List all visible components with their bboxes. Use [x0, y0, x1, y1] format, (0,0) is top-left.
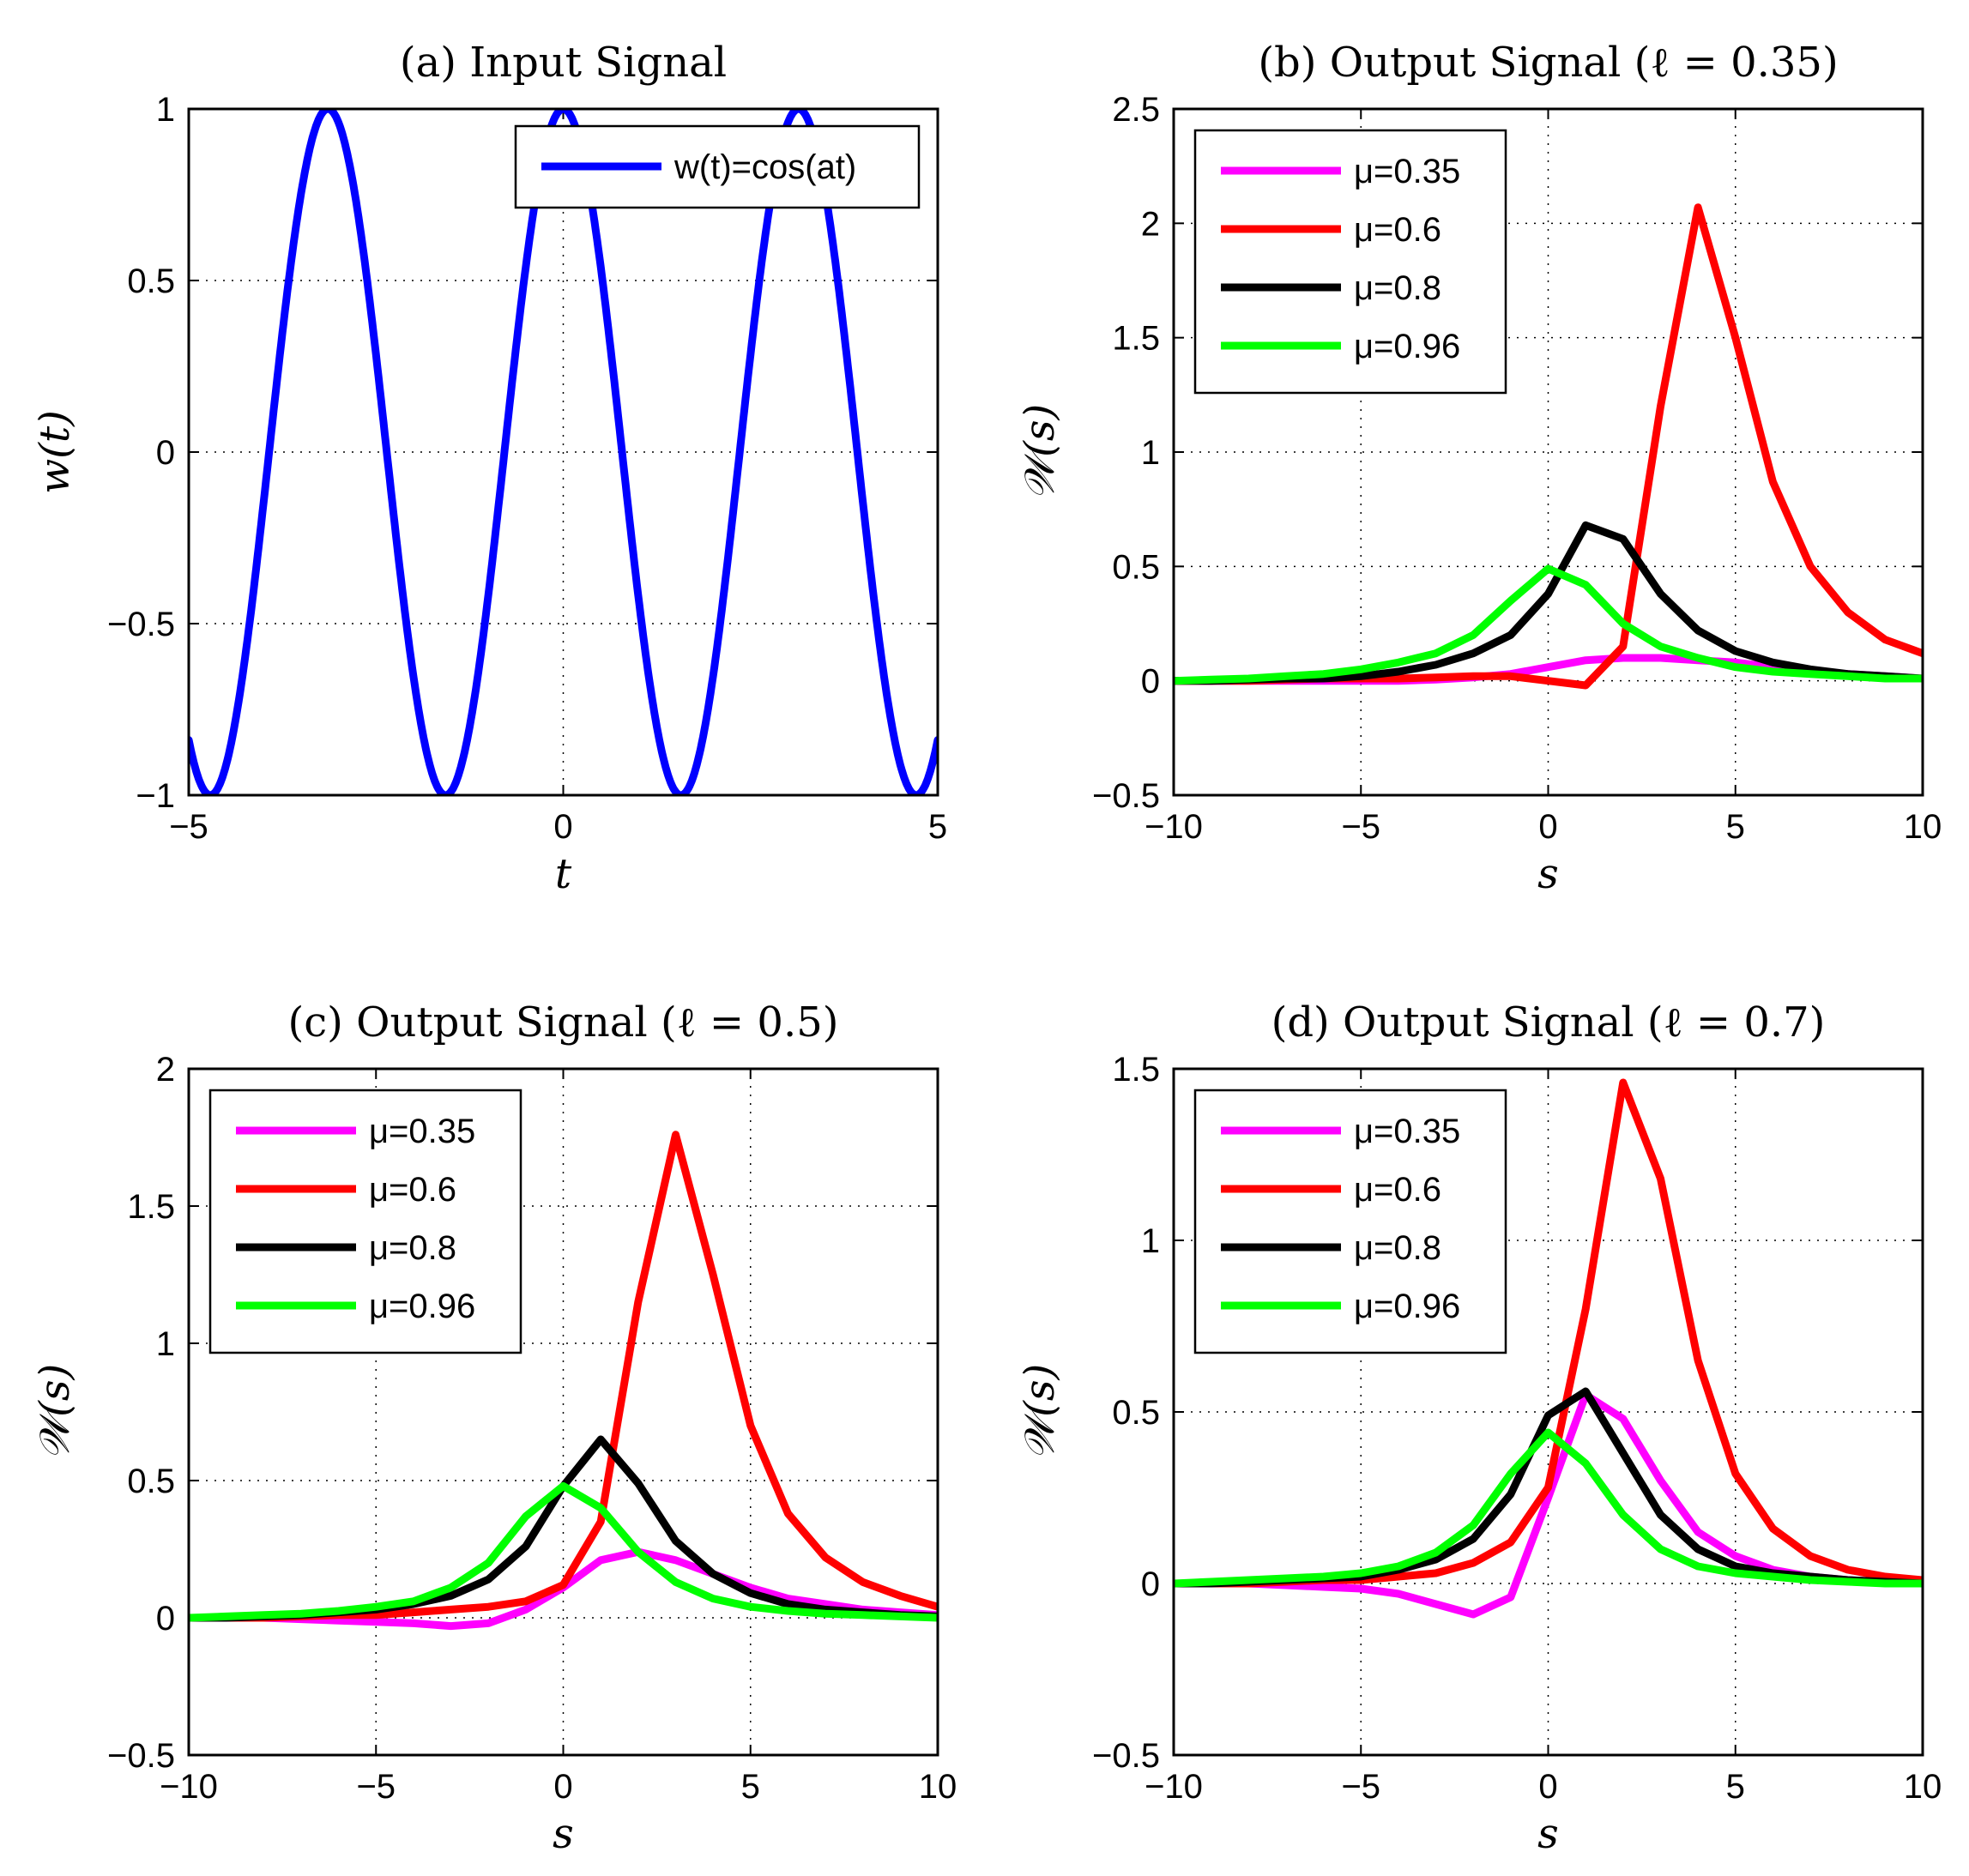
chart-panel-0: −5 0 5 −1 −0.5 0 0.5 1 (a) Input Signal t w(t) w(t)…: [31, 39, 947, 898]
legend: μ=0.35 μ=0.6 μ=0.8 μ=0.96: [1193, 129, 1507, 395]
y-tick-label: 2.5: [1112, 91, 1160, 129]
x-tick-label: 5: [1726, 808, 1745, 846]
y-tick-label: 0.5: [1112, 548, 1160, 586]
x-axis-label: s: [1537, 1810, 1559, 1858]
series-line-3: [189, 1481, 938, 1622]
y-tick-label: −0.5: [1092, 1737, 1160, 1775]
x-tick-label: −10: [1145, 808, 1203, 846]
y-tick-label: 0: [156, 434, 175, 472]
x-tick-label: 0: [553, 808, 572, 846]
axes-frame: [1172, 1067, 1924, 1757]
legend-entry-label: μ=0.96: [369, 1288, 475, 1325]
series-line-3: [1174, 564, 1923, 685]
x-tick-label: −10: [1145, 1768, 1203, 1806]
x-tick-label: 0: [553, 1768, 572, 1806]
y-axis-label: 𝒲(s): [1016, 404, 1064, 500]
x-tick-label: −10: [160, 1768, 218, 1806]
legend-entry-label: μ=0.35: [1354, 1113, 1460, 1150]
y-tick-label: −0.5: [1092, 777, 1160, 815]
axes-frame: [187, 107, 939, 797]
axes-frame: [1172, 107, 1924, 797]
series-line-3: [1174, 1428, 1923, 1588]
legend-entry-label: μ=0.6: [369, 1171, 456, 1209]
legend-entry-label: μ=0.8: [1354, 1229, 1441, 1267]
y-tick-label: 1: [156, 91, 175, 129]
x-tick-label: 5: [928, 808, 947, 846]
y-tick-label: 0.5: [127, 262, 175, 300]
legend-entry-label: μ=0.8: [369, 1229, 456, 1267]
y-tick-label: 1.5: [1112, 1051, 1160, 1089]
x-tick-label: 10: [919, 1768, 957, 1806]
chart-title: (d) Output Signal (ℓ = 0.7): [1271, 998, 1826, 1047]
chart-title: (c) Output Signal (ℓ = 0.5): [288, 998, 839, 1047]
x-axis-label: t: [555, 850, 572, 898]
legend: μ=0.35 μ=0.6 μ=0.8 μ=0.96: [1193, 1089, 1507, 1354]
x-tick-label: 5: [1726, 1768, 1745, 1806]
y-tick-label: 0.5: [127, 1463, 175, 1500]
chart-panel-2: −10 −5 0 5 10 −0.5 0 0.5 1 1.5 2 (c) Output Signal …: [31, 998, 957, 1858]
y-tick-label: 0: [156, 1600, 175, 1638]
legend-entry-label: μ=0.8: [1354, 269, 1441, 307]
x-tick-label: 10: [1904, 808, 1942, 846]
x-tick-label: 0: [1538, 1768, 1557, 1806]
x-tick-label: −5: [1341, 808, 1380, 846]
y-tick-label: 0: [1141, 1565, 1160, 1603]
y-tick-label: −0.5: [107, 1737, 175, 1775]
x-tick-label: −5: [356, 1768, 396, 1806]
legend-entry-label: μ=0.96: [1354, 1288, 1460, 1325]
y-axis-label: w(t): [31, 410, 79, 494]
x-tick-label: −5: [1341, 1768, 1380, 1806]
x-tick-label: 0: [1538, 808, 1557, 846]
y-tick-label: 1: [1141, 434, 1160, 472]
x-tick-label: 10: [1904, 1768, 1942, 1806]
y-tick-label: 0.5: [1112, 1394, 1160, 1432]
y-axis-label: 𝒲(s): [1016, 1364, 1064, 1460]
y-tick-label: 1.5: [127, 1188, 175, 1226]
x-tick-label: −5: [169, 808, 208, 846]
y-tick-label: 2: [1141, 205, 1160, 243]
legend: μ=0.35 μ=0.6 μ=0.8 μ=0.96: [208, 1089, 522, 1354]
legend-entry-label: μ=0.35: [369, 1113, 475, 1150]
legend-entry-label: w(t)=cos(at): [673, 148, 856, 186]
y-tick-label: 1: [1141, 1222, 1160, 1260]
legend-entry-label: μ=0.6: [1354, 211, 1441, 249]
x-axis-label: s: [553, 1810, 574, 1858]
legend-entry-label: μ=0.35: [1354, 153, 1460, 190]
axes-frame: [187, 1067, 939, 1757]
chart-panel-3: −10 −5 0 5 10 −0.5 0 0.5 1 1.5 (d) Output Signal (…: [1016, 998, 1942, 1858]
chart-title: (b) Output Signal (ℓ = 0.35): [1258, 39, 1838, 87]
legend-entry-label: μ=0.96: [1354, 328, 1460, 365]
y-tick-label: −1: [136, 777, 175, 815]
y-axis-label: 𝒲(s): [31, 1364, 79, 1460]
x-tick-label: 5: [741, 1768, 760, 1806]
legend: w(t)=cos(at): [514, 124, 921, 209]
y-tick-label: −0.5: [107, 606, 175, 643]
chart-panel-1: −10 −5 0 5 10 −0.5 0 0.5 1 1.5 2 2.5 (b) Output Sign…: [1016, 39, 1942, 898]
chart-title: (a) Input Signal: [400, 39, 727, 87]
y-tick-label: 2: [156, 1051, 175, 1089]
y-tick-label: 1: [156, 1325, 175, 1363]
x-axis-label: s: [1537, 850, 1559, 898]
legend-entry-label: μ=0.6: [1354, 1171, 1441, 1209]
y-tick-label: 0: [1141, 663, 1160, 701]
y-tick-label: 1.5: [1112, 320, 1160, 358]
